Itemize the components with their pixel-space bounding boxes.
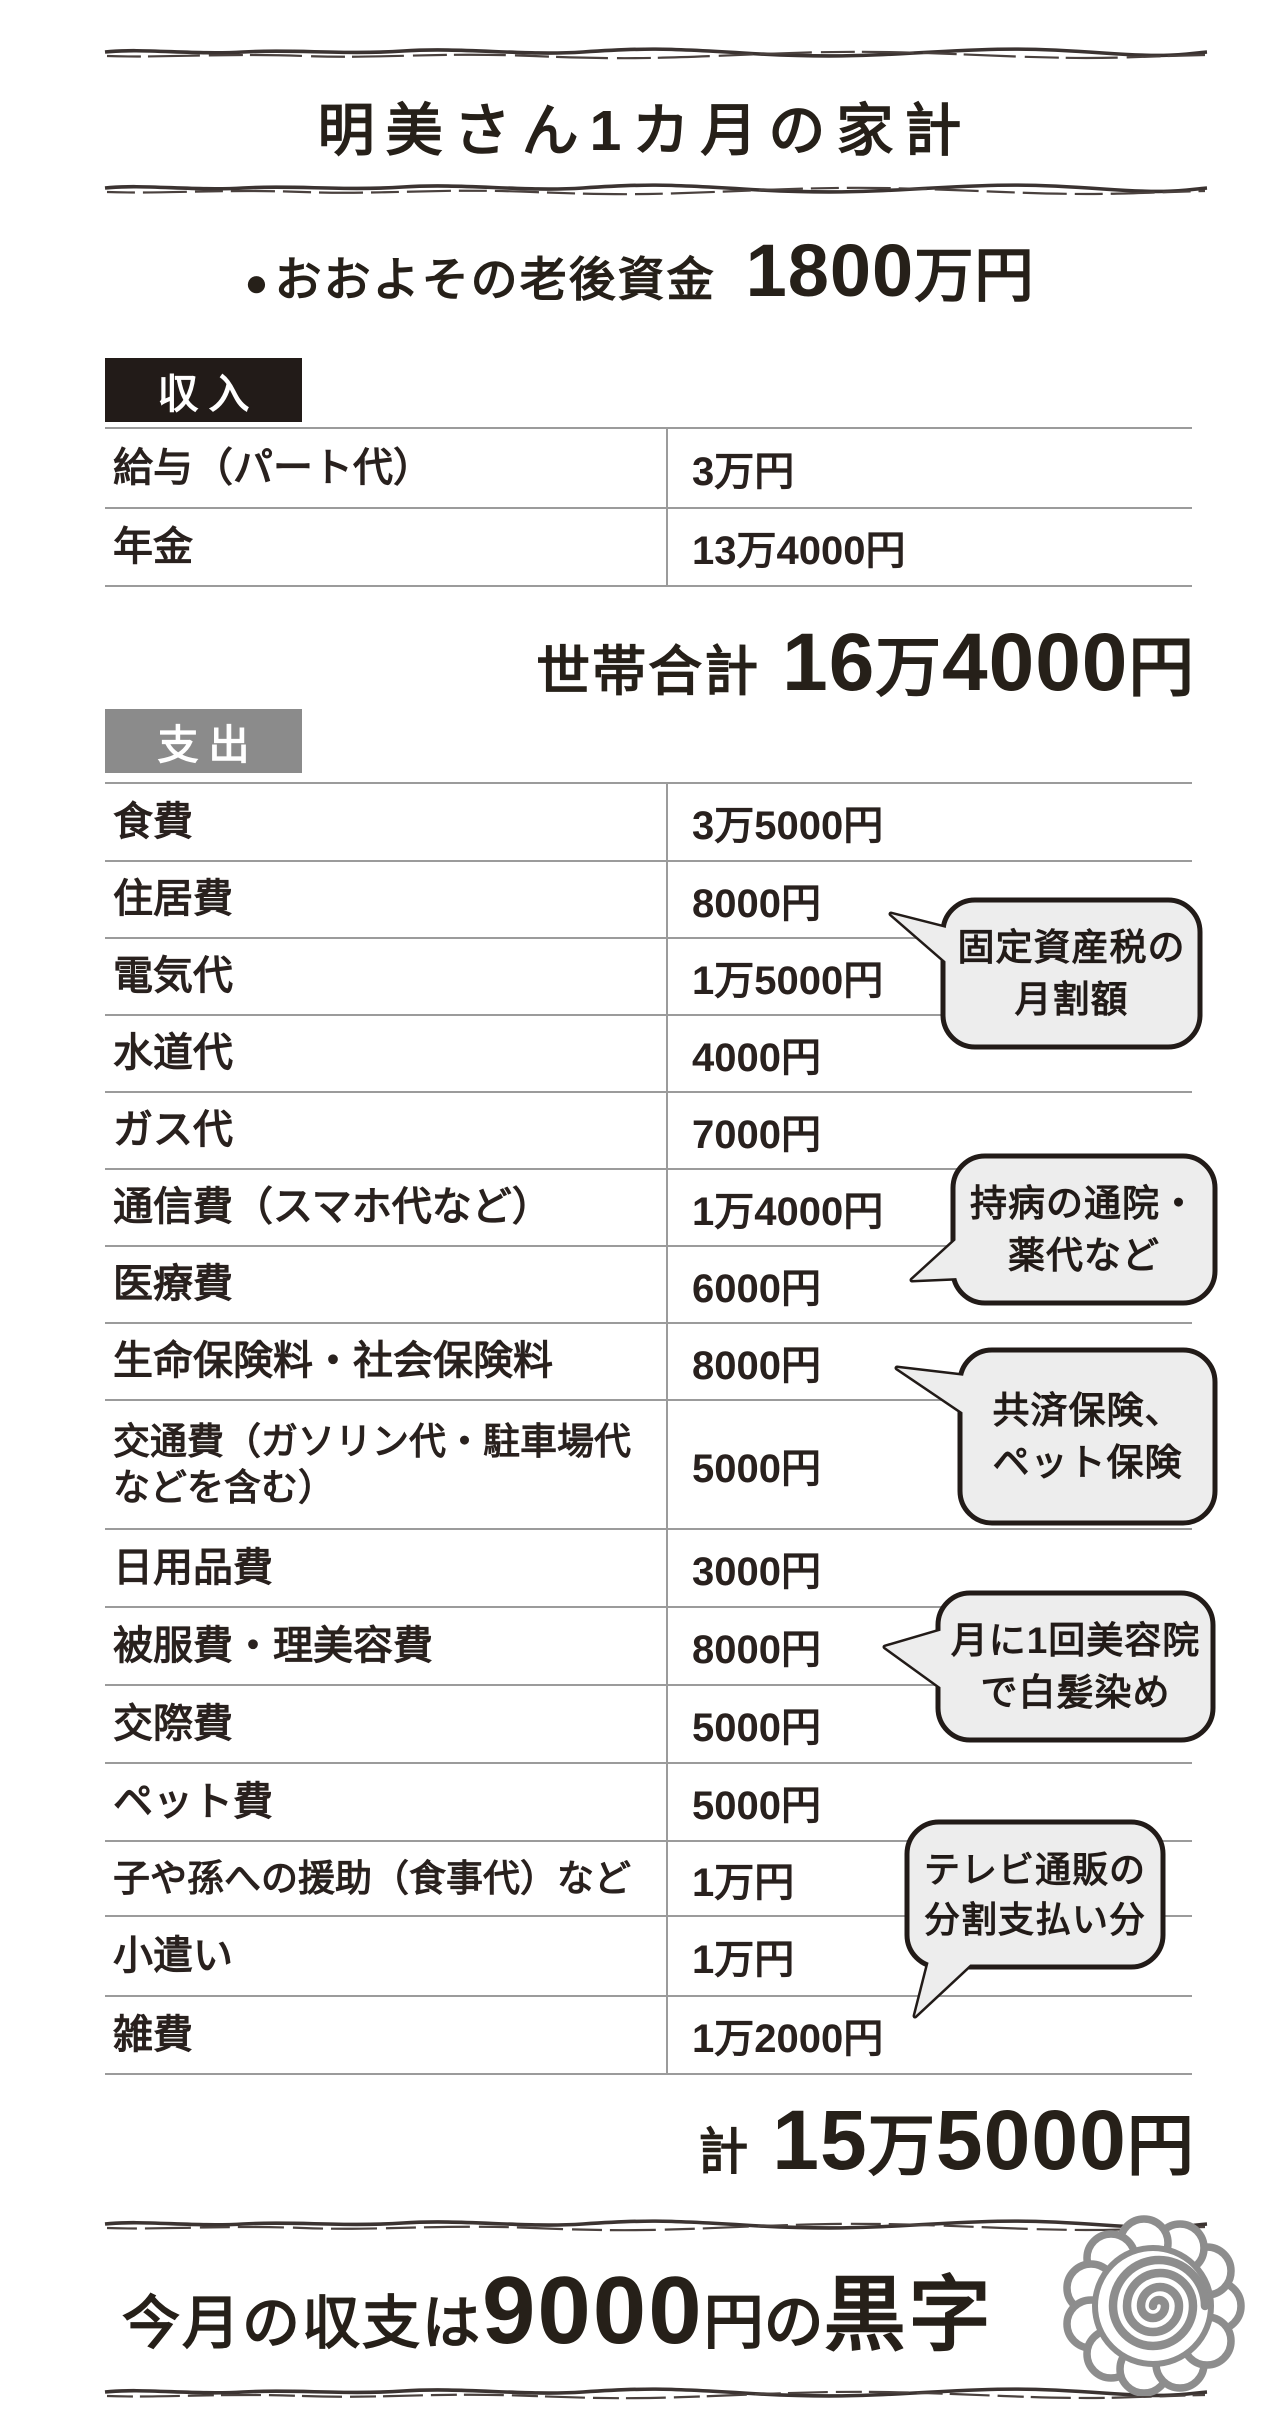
bullet-icon: ● xyxy=(244,261,269,305)
expense-row: 交通費（ガソリン代・駐車場代 などを含む） 5000円 xyxy=(105,1399,1192,1528)
expense-item-label: 雑費 xyxy=(113,2012,193,2057)
expense-item-amount: 1万2000円 xyxy=(692,2017,884,2061)
note-bubble: 固定資産税の 月割額 xyxy=(957,927,1186,1020)
table-line xyxy=(105,585,1192,587)
income-item-amount: 13万4000円 xyxy=(692,529,906,573)
income-row: 給与（パート代） 3万円 xyxy=(105,427,1192,507)
summary-amount: 9000 xyxy=(482,2257,704,2364)
income-item-label: 年金 xyxy=(113,524,193,569)
summary-surplus-label: 黒字 xyxy=(823,2270,994,2361)
expense-row: ペット費 5000円 xyxy=(105,1762,1192,1840)
table-line xyxy=(105,2073,1192,2075)
expense-row: 食費 3万5000円 xyxy=(105,782,1192,860)
table-divider xyxy=(666,782,668,2075)
income-item-label: 給与（パート代） xyxy=(113,445,433,490)
expense-item-label: ガス代 xyxy=(113,1108,233,1153)
expense-item-label: 小遣い xyxy=(113,1933,233,1978)
expense-item-label: 水道代 xyxy=(113,1031,233,1076)
expense-item-label: 食費 xyxy=(113,799,193,844)
expense-item-amount: 5000円 xyxy=(692,1446,821,1491)
expense-row: ガス代 7000円 xyxy=(105,1091,1192,1168)
expense-item-amount: 8000円 xyxy=(692,1343,821,1388)
expense-row: 医療費 6000円 xyxy=(105,1245,1192,1322)
income-section-tag: 収入 xyxy=(105,358,302,422)
retirement-fund-note: ● おおよその老後資金 1800万円 xyxy=(0,228,1279,324)
table-divider xyxy=(666,427,668,587)
income-row: 年金 13万4000円 xyxy=(105,507,1192,585)
expense-item-amount: 1万4000円 xyxy=(692,1189,884,1234)
expense-item-amount: 1万円 xyxy=(692,1860,795,1905)
expense-item-label: 子や孫への援助（食事代）など xyxy=(113,1857,631,1899)
expense-row: 水道代 4000円 xyxy=(105,1014,1192,1091)
expense-item-label: 被服費・理美容費 xyxy=(113,1623,433,1668)
expense-item-label: 日用品費 xyxy=(113,1545,273,1590)
expense-item-amount: 7000円 xyxy=(692,1112,821,1157)
expense-total-value: 15万5000円 xyxy=(772,2093,1195,2187)
expense-item-label: 電気代 xyxy=(113,954,233,999)
household-total-value: 16万4000円 xyxy=(782,617,1195,708)
expense-section-tag: 支出 xyxy=(105,709,302,773)
retirement-fund-value: 1800万円 xyxy=(745,229,1035,312)
expense-item-amount: 8000円 xyxy=(692,881,821,926)
note-bubble: テレビ通販の 分割支払い分 xyxy=(923,1848,1146,1940)
expense-item-amount: 8000円 xyxy=(692,1628,821,1672)
note-bubble: 持病の通院・ 薬代など xyxy=(970,1183,1198,1276)
expense-row: 日用品費 3000円 xyxy=(105,1528,1192,1606)
expense-row: 住居費 8000円 xyxy=(105,860,1192,937)
expense-item-amount: 6000円 xyxy=(692,1266,821,1311)
expense-item-amount: 5000円 xyxy=(692,1706,821,1750)
rough-divider-top xyxy=(104,47,1208,60)
expense-row: 小遣い 1万円 xyxy=(105,1915,1192,1995)
summary-prefix: 今月の収支は xyxy=(122,2291,483,2356)
expense-item-amount: 1万円 xyxy=(692,1938,795,1982)
expense-row: 電気代 1万5000円 xyxy=(105,937,1192,1014)
expense-row: 生命保険料・社会保険料 8000円 xyxy=(105,1322,1192,1399)
balance-summary: 今月の収支は 9000 円の 黒字 xyxy=(122,2248,994,2380)
household-total-label: 世帯合計 xyxy=(536,642,761,702)
expense-row: 子や孫への援助（食事代）など 1万円 xyxy=(105,1840,1192,1915)
expense-item-amount: 3万5000円 xyxy=(692,804,884,848)
expense-item-label: ペット費 xyxy=(113,1779,273,1824)
expense-item-label: 生命保険料・社会保険料 xyxy=(113,1339,553,1384)
expense-item-label: 交通費（ガソリン代・駐車場代 などを含む） xyxy=(113,1421,631,1508)
expense-item-amount: 3000円 xyxy=(692,1550,821,1594)
summary-unit: 円の xyxy=(703,2289,824,2356)
note-bubble: 月に1回美容院 で白髪染め xyxy=(950,1620,1201,1713)
expense-row: 交際費 5000円 xyxy=(105,1684,1192,1762)
expense-item-label: 交際費 xyxy=(113,1701,233,1746)
expense-total: 計 15万5000円 xyxy=(698,2092,1195,2188)
page-title: 明美さん1カ月の家計 xyxy=(317,99,973,163)
note-bubble: 共済保険、 ペット保険 xyxy=(992,1390,1183,1483)
household-total: 世帯合計 16万4000円 xyxy=(536,614,1195,710)
retirement-fund-label: おおよその老後資金 xyxy=(274,253,716,306)
expense-row: 通信費（スマホ代など） 1万4000円 xyxy=(105,1168,1192,1245)
expense-row: 被服費・理美容費 8000円 xyxy=(105,1606,1192,1684)
expense-item-amount: 4000円 xyxy=(692,1035,821,1080)
expense-item-amount: 5000円 xyxy=(692,1784,821,1828)
rough-divider-under-title xyxy=(104,183,1208,196)
expense-item-label: 通信費（スマホ代など） xyxy=(113,1185,552,1230)
expense-row: 雑費 1万2000円 xyxy=(105,1995,1192,2073)
expense-item-label: 医療費 xyxy=(113,1262,233,1307)
rough-divider-above-summary xyxy=(104,2219,1208,2232)
expense-item-amount: 1万5000円 xyxy=(692,958,884,1003)
rough-divider-bottom xyxy=(104,2387,1208,2400)
income-item-amount: 3万円 xyxy=(692,450,795,494)
expense-item-label: 住居費 xyxy=(113,877,233,922)
spiral-flower-icon xyxy=(1063,2215,1245,2396)
expense-total-label: 計 xyxy=(698,2124,749,2180)
